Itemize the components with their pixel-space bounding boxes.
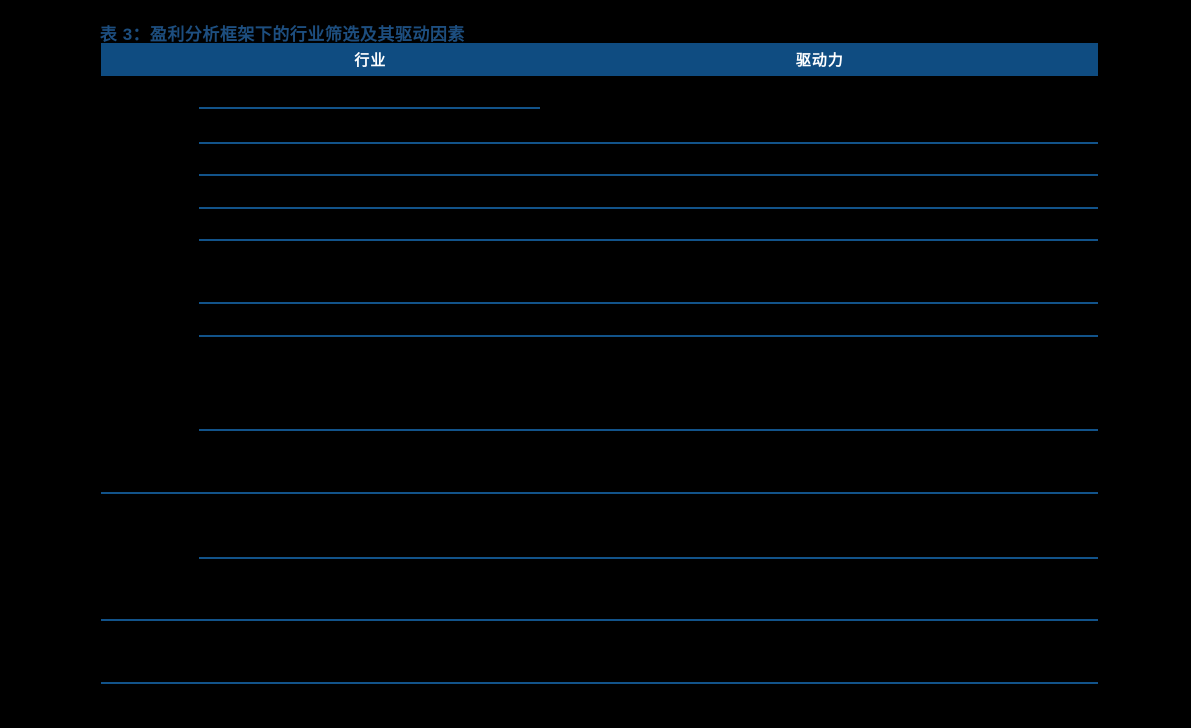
header-cell-driver: 驱动力 bbox=[795, 52, 844, 69]
row-separator bbox=[199, 239, 1098, 241]
table-header-bar: 行业 驱动力 bbox=[101, 43, 1098, 76]
row-separator bbox=[199, 207, 1098, 209]
row-separator bbox=[199, 557, 1098, 559]
header-cell-industry: 行业 bbox=[354, 52, 387, 69]
table-title: 表 3：盈利分析框架下的行业筛选及其驱动因素 bbox=[100, 25, 466, 44]
row-separator bbox=[199, 107, 540, 109]
row-separator bbox=[199, 302, 1098, 304]
row-separator bbox=[101, 492, 1098, 494]
row-separator bbox=[101, 682, 1098, 684]
row-separator bbox=[101, 619, 1098, 621]
row-separator bbox=[199, 335, 1098, 337]
row-separator bbox=[199, 142, 1098, 144]
row-separator bbox=[199, 429, 1098, 431]
row-separator bbox=[199, 174, 1098, 176]
